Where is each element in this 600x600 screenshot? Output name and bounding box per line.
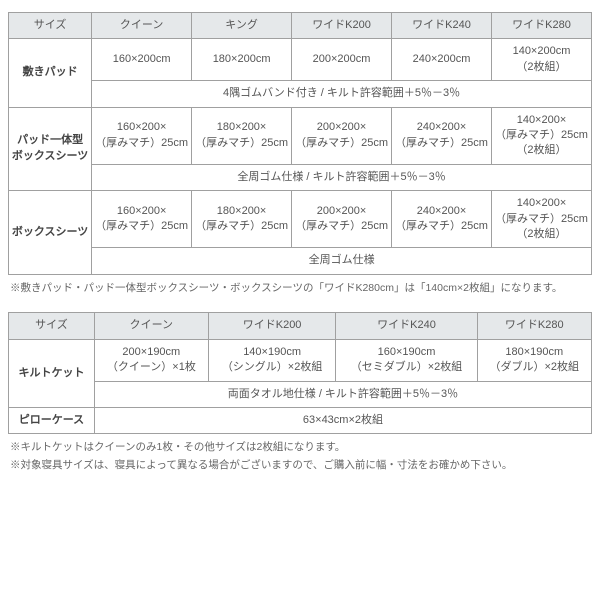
t1-r2-c4: 140×200×（厚みマチ）25cm（2枚組） (491, 191, 591, 248)
t1-h2: キング (192, 13, 292, 39)
t2-r0-c3: 180×190cm（ダブル）×2枚組 (477, 339, 591, 381)
t1-r1-c2: 200×200×（厚みマチ）25cm (292, 107, 392, 164)
t1-h1: クイーン (92, 13, 192, 39)
t1-h5: ワイドK280 (491, 13, 591, 39)
t2-h1: クイーン (94, 313, 208, 339)
t2-r1-full: 63×43cm×2枚組 (94, 408, 591, 434)
t2-r0-c0: 200×190cm（クイーン）×1枚 (94, 339, 208, 381)
t2-h0: サイズ (9, 313, 95, 339)
t1-r0-c1: 180×200cm (192, 39, 292, 81)
t2-r0-c2: 160×190cm（セミダブル）×2枚組 (336, 339, 477, 381)
t1-r0-c2: 200×200cm (292, 39, 392, 81)
t1-h0: サイズ (9, 13, 92, 39)
t2-h3: ワイドK240 (336, 313, 477, 339)
t1-r1-c1: 180×200×（厚みマチ）25cm (192, 107, 292, 164)
t1-r2-c2: 200×200×（厚みマチ）25cm (292, 191, 392, 248)
t1-r2-c0: 160×200×（厚みマチ）25cm (92, 191, 192, 248)
t1-r0-c4: 140×200cm（2枚組） (491, 39, 591, 81)
t1-r2-note: 全周ゴム仕様 (92, 248, 592, 274)
t1-h4: ワイドK240 (392, 13, 492, 39)
t1-r1-c4: 140×200×（厚みマチ）25cm（2枚組） (491, 107, 591, 164)
t1-r1-c3: 240×200×（厚みマチ）25cm (392, 107, 492, 164)
t1-r1-c0: 160×200×（厚みマチ）25cm (92, 107, 192, 164)
t2-h4: ワイドK280 (477, 313, 591, 339)
t2-r0-note: 両面タオル地仕様 / キルト許容範囲＋5％－3％ (94, 381, 591, 407)
t1-r0-c3: 240×200cm (392, 39, 492, 81)
t1-r1-note: 全周ゴム仕様 / キルト許容範囲＋5％－3％ (92, 164, 592, 190)
t1-r2-name: ボックスシーツ (9, 191, 92, 275)
t1-h3: ワイドK200 (292, 13, 392, 39)
t1-r0-note: 4隅ゴムバンド付き / キルト許容範囲＋5％－3％ (92, 81, 592, 107)
spec-table-1: サイズ クイーン キング ワイドK200 ワイドK240 ワイドK280 敷きパ… (8, 12, 592, 275)
t2-r1-name: ピローケース (9, 408, 95, 434)
spec-table-2: サイズ クイーン ワイドK200 ワイドK240 ワイドK280 キルトケット … (8, 312, 592, 434)
t1-r0-name: 敷きパッド (9, 39, 92, 107)
t2-r0-c1: 140×190cm（シングル）×2枚組 (208, 339, 336, 381)
t1-r2-c1: 180×200×（厚みマチ）25cm (192, 191, 292, 248)
t1-r1-name: パッド一体型ボックスシーツ (9, 107, 92, 191)
note-2b: ※対象寝具サイズは、寝具によって異なる場合がございますので、ご購入前に幅・寸法を… (10, 458, 592, 474)
t1-r0-c0: 160×200cm (92, 39, 192, 81)
t2-r0-name: キルトケット (9, 339, 95, 407)
t1-r2-c3: 240×200×（厚みマチ）25cm (392, 191, 492, 248)
t2-h2: ワイドK200 (208, 313, 336, 339)
note-1: ※敷きパッド・パッド一体型ボックスシーツ・ボックスシーツの「ワイドK280cm」… (10, 281, 592, 297)
note-2a: ※キルトケットはクイーンのみ1枚・その他サイズは2枚組になります。 (10, 440, 592, 456)
